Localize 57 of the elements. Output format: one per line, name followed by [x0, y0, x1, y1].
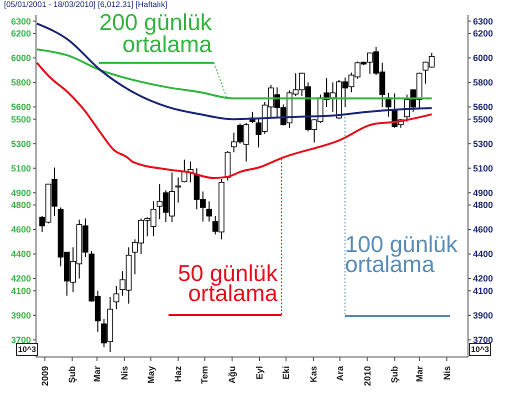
x-tick-label: Kas	[308, 366, 318, 383]
x-tick-label: 2010	[362, 366, 372, 386]
annotation: 200 günlük ortalama	[99, 8, 212, 57]
x-tick-label: May	[146, 366, 156, 384]
y2-tick-label: 4400	[473, 249, 494, 260]
y2-tick-label: 6200	[473, 28, 494, 39]
x-tick-label: Eyl	[254, 366, 265, 380]
y2-tick-label: 4600	[473, 224, 494, 235]
y-tick-label: 4100	[10, 286, 31, 296]
y-tick-label: 4400	[10, 249, 31, 260]
y-tick-label: 3700	[10, 335, 31, 346]
y-tick-label: 4900	[10, 188, 31, 198]
x-tick-label: Mar	[414, 366, 424, 382]
x-tick-label: Ara	[334, 365, 345, 382]
y-tick-label: 4600	[10, 224, 31, 235]
y-tick-label: 5100	[10, 163, 31, 174]
y2-tick-label: 4200	[473, 274, 494, 284]
x-tick-label: Şub	[67, 366, 78, 383]
x-tick-label: Nis	[119, 366, 130, 380]
x-tick-label: Tem	[200, 366, 210, 384]
x-tick-label: Mar	[92, 366, 102, 382]
x-tick-label: Şub	[390, 366, 400, 383]
x-tick-label: Eki	[281, 366, 292, 380]
y-tick-label: 5300	[10, 138, 31, 149]
y2-tick-label: 6000	[473, 53, 494, 64]
y-tick-label: 6300	[10, 16, 31, 26]
y2-tick-label: 5500	[473, 114, 494, 124]
y-tick-label: 5800	[10, 78, 31, 88]
y-tick-label: 4800	[10, 200, 31, 210]
annotation: 100 günlük ortalama	[345, 231, 458, 277]
y2-tick-label: 4100	[473, 286, 494, 296]
y2-tick-label: 5300	[473, 138, 494, 149]
y2-tick-label: 3900	[473, 310, 494, 321]
y-tick-label: 3900	[10, 310, 31, 321]
y-tick-label: 5600	[10, 102, 31, 112]
y2-tick-label: 5100	[473, 163, 494, 174]
x-tick-label: Nis	[442, 366, 452, 380]
y-tick-label: 5500	[10, 114, 31, 124]
y-tick-label: 6000	[10, 53, 31, 64]
annotation: 50 günlük ortalama	[178, 260, 278, 306]
y2-tick-label: 6300	[473, 16, 494, 26]
y2-tick-label: 3700	[473, 335, 494, 346]
annotation: 10^3	[16, 343, 38, 356]
x-tick-label: 2009	[40, 366, 50, 386]
y-tick-label: 6200	[10, 28, 31, 39]
text: 10^3	[471, 345, 490, 354]
candlestick	[206, 200, 212, 222]
candlestick	[175, 176, 182, 204]
y2-tick-label: 4900	[473, 188, 494, 198]
chart-title: [05/01/2001 - 18/03/2010] [6,012.31] [Haftalık]	[4, 0, 168, 9]
y-tick-label: 4200	[10, 274, 31, 284]
y2-tick-label: 5600	[473, 102, 494, 112]
x-tick-label: Haz	[173, 366, 184, 382]
x-tick-label: Ağu	[227, 366, 238, 384]
candlestick	[113, 285, 120, 310]
y2-tick-label: 4800	[473, 200, 494, 210]
y2-tick-label: 5800	[473, 78, 494, 88]
